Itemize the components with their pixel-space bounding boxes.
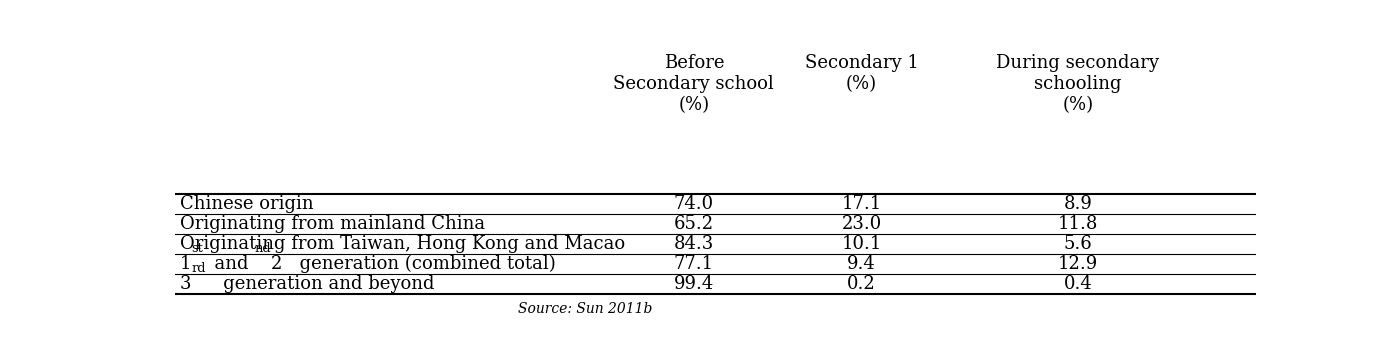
Text: 77.1: 77.1 <box>674 255 713 273</box>
Text: 1: 1 <box>180 255 191 273</box>
Text: Secondary 1
(%): Secondary 1 (%) <box>804 54 919 93</box>
Text: rd: rd <box>191 262 205 275</box>
Text: Source: Sun 2011b: Source: Sun 2011b <box>518 302 653 316</box>
Text: 12.9: 12.9 <box>1058 255 1099 273</box>
Text: generation and beyond: generation and beyond <box>205 275 434 293</box>
Text: 11.8: 11.8 <box>1058 215 1099 233</box>
Text: 5.6: 5.6 <box>1064 235 1092 253</box>
Text: 84.3: 84.3 <box>674 235 713 253</box>
Text: 23.0: 23.0 <box>842 215 882 233</box>
Text: 2   generation (combined total): 2 generation (combined total) <box>271 255 556 273</box>
Text: 0.4: 0.4 <box>1064 275 1092 293</box>
Text: st: st <box>191 242 204 255</box>
Text: 9.4: 9.4 <box>847 255 875 273</box>
Text: Originating from Taiwan, Hong Kong and Macao: Originating from Taiwan, Hong Kong and M… <box>180 235 625 253</box>
Text: 99.4: 99.4 <box>674 275 713 293</box>
Text: During secondary
schooling
(%): During secondary schooling (%) <box>997 54 1160 114</box>
Text: Before
Secondary school
(%): Before Secondary school (%) <box>613 54 775 114</box>
Text: Originating from mainland China: Originating from mainland China <box>180 215 484 233</box>
Text: 74.0: 74.0 <box>674 195 713 213</box>
Text: 3: 3 <box>180 275 191 293</box>
Text: and: and <box>204 255 254 273</box>
Text: 8.9: 8.9 <box>1064 195 1092 213</box>
Text: 0.2: 0.2 <box>847 275 875 293</box>
Text: nd: nd <box>254 242 271 255</box>
Text: 10.1: 10.1 <box>842 235 882 253</box>
Text: Chinese origin: Chinese origin <box>180 195 314 213</box>
Text: 17.1: 17.1 <box>842 195 882 213</box>
Text: 65.2: 65.2 <box>674 215 713 233</box>
